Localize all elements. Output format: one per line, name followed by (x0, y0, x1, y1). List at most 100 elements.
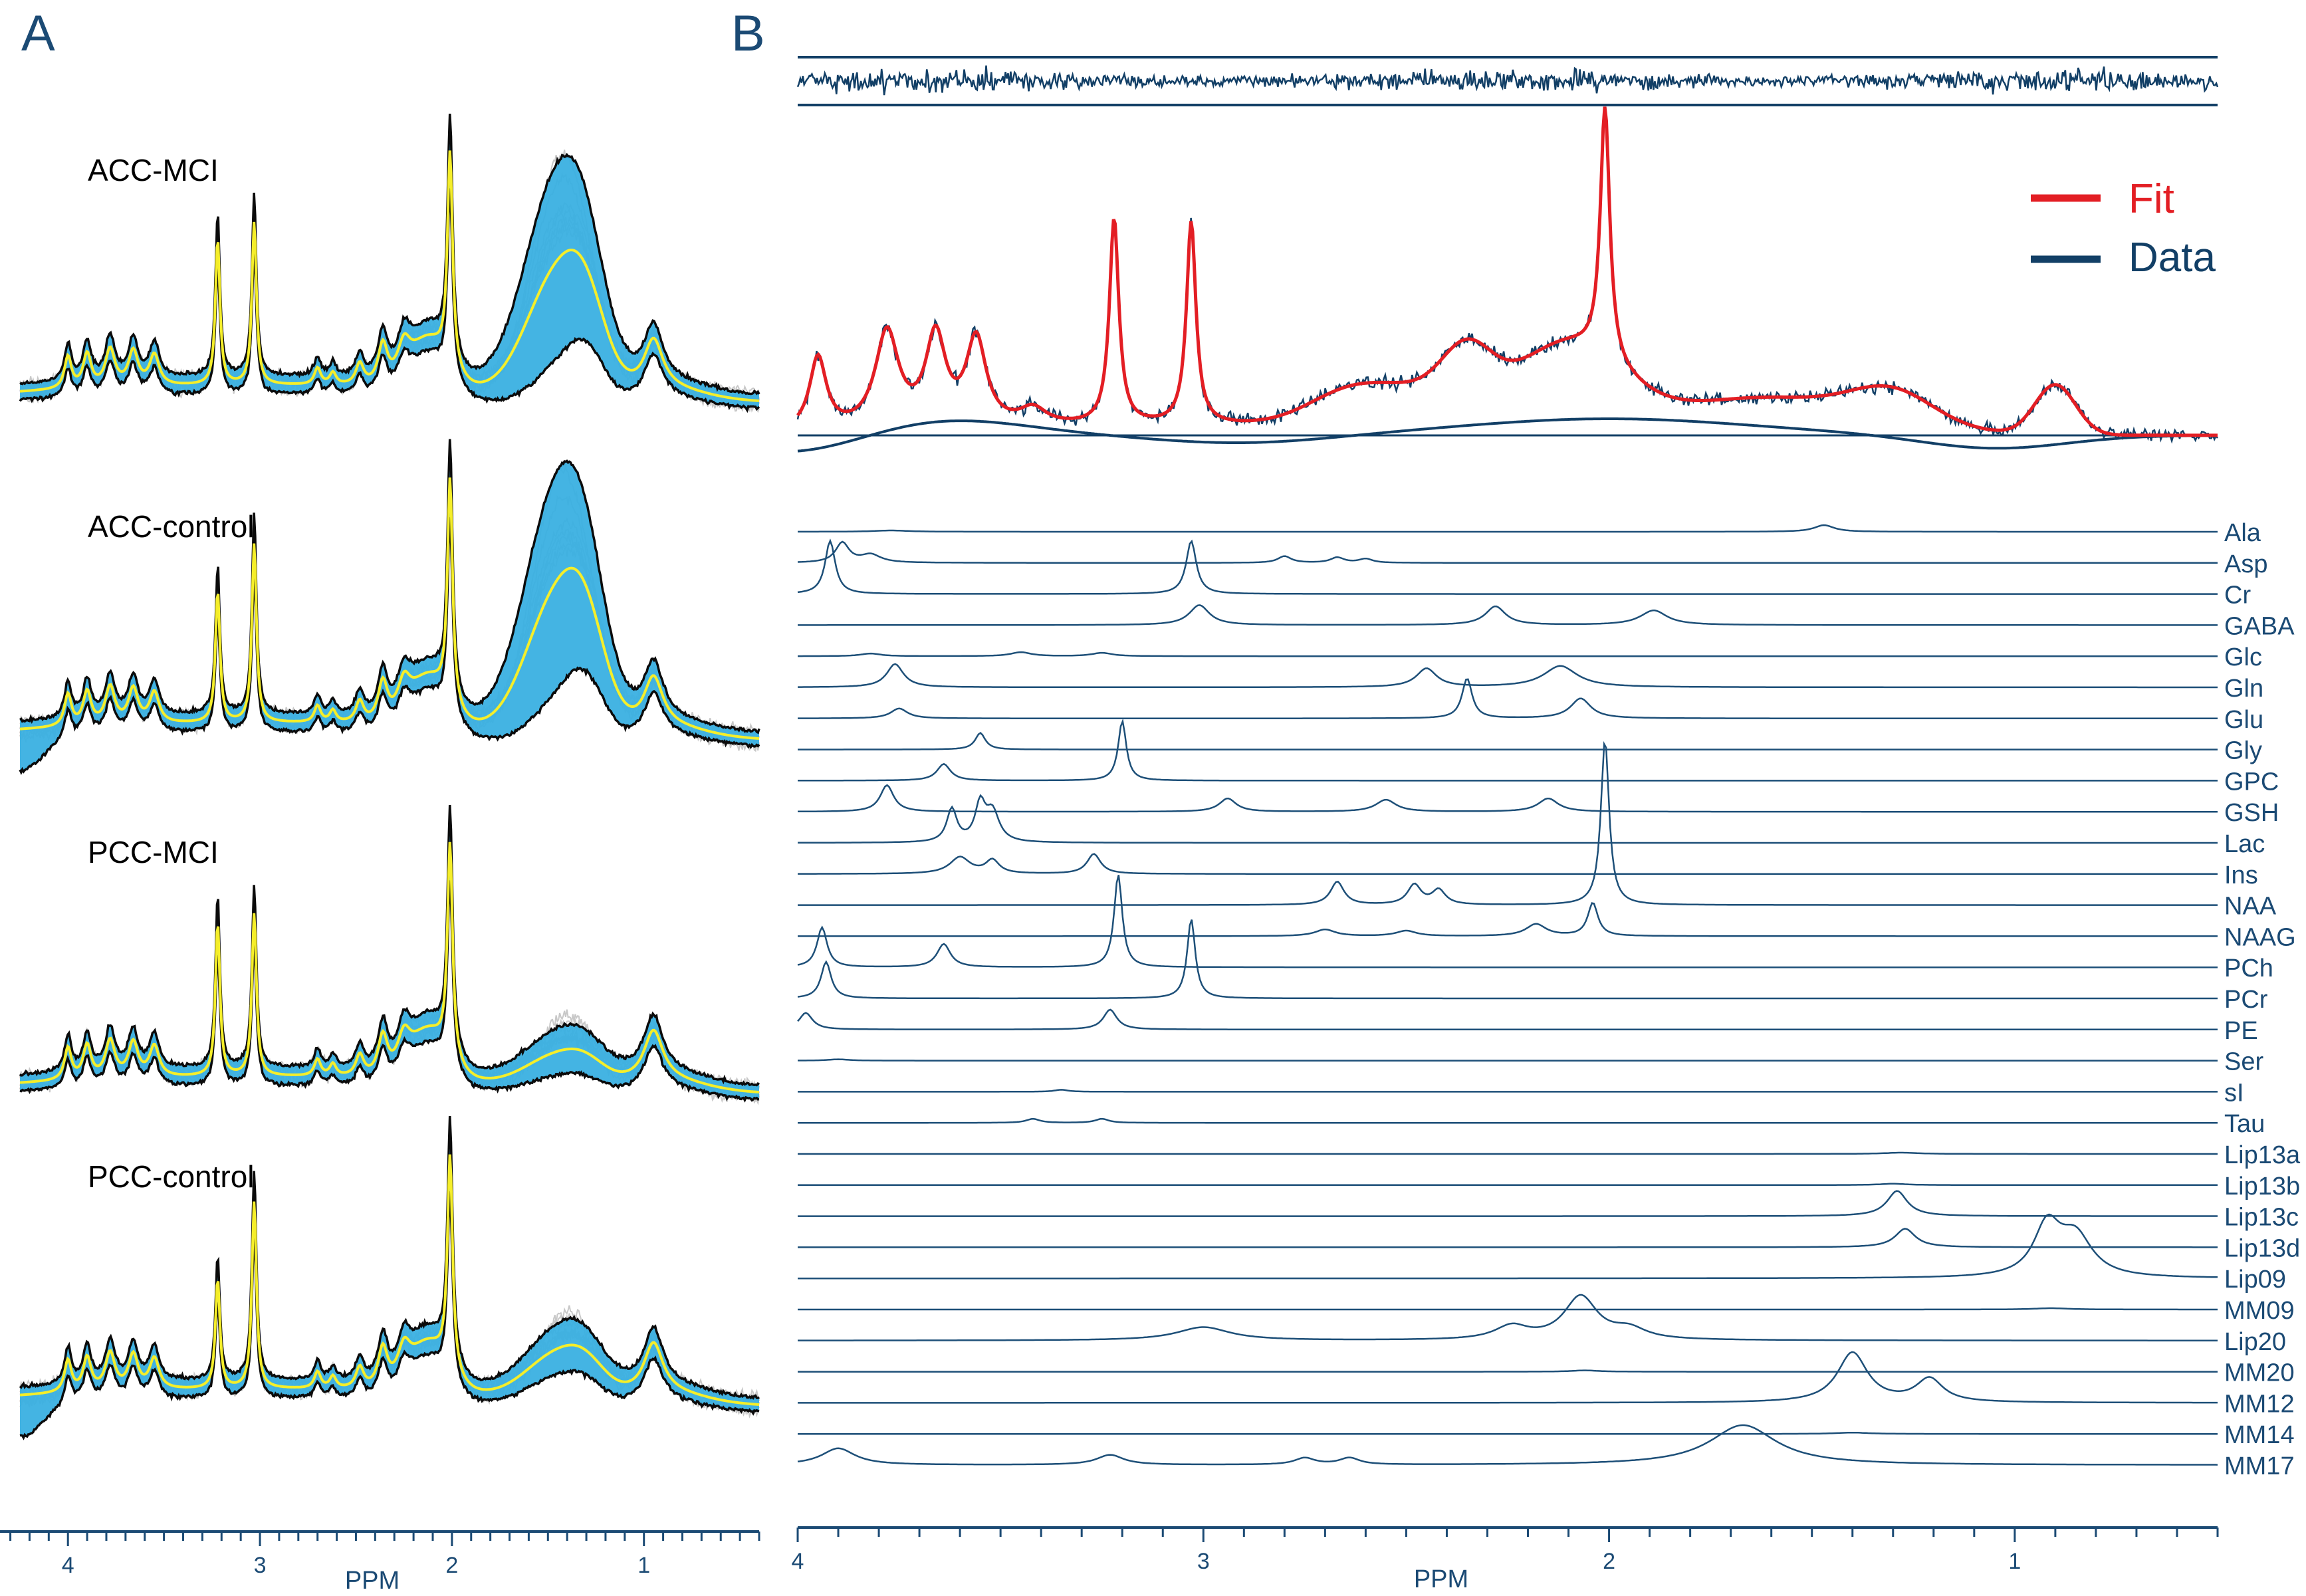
basis-label: GPC (2224, 768, 2279, 796)
mean-spectrum (19, 842, 760, 1093)
basis-line (797, 540, 2218, 564)
basis-label: Lip13d (2224, 1234, 2300, 1262)
group-label-pcc-control: PCC-control (88, 1159, 255, 1194)
basis-row: NAAG (798, 902, 2296, 951)
basis-line (798, 1117, 2218, 1124)
basis-label: MM20 (2224, 1359, 2295, 1387)
x-tick-label: 3 (254, 1553, 267, 1578)
band-upper-outline (19, 1116, 760, 1400)
basis-row: Lip13d (798, 1228, 2300, 1262)
basis-line (798, 678, 2218, 720)
basis-row: Lip13c (798, 1190, 2299, 1232)
panel-a-x-axis: 4 3 2 1 (0, 1530, 760, 1578)
basis-row: Glc (798, 643, 2262, 671)
legend-fit-label: Fit (2129, 176, 2174, 222)
basis-line (797, 874, 2218, 969)
panel-a-x-axis-title: PPM (345, 1567, 400, 1595)
basis-label: Lip13a (2224, 1141, 2301, 1169)
basis-line (798, 1431, 2218, 1435)
basis-row: Lac (798, 794, 2265, 858)
basis-row: Cr (797, 538, 2251, 610)
basis-label: Asp (2224, 550, 2267, 578)
basis-label: MM09 (2224, 1297, 2295, 1325)
basis-label: Glc (2224, 643, 2262, 671)
basis-label: Ins (2224, 861, 2258, 889)
basis-line (798, 604, 2218, 626)
basis-line (797, 919, 2218, 1000)
basis-line (798, 731, 2218, 750)
basis-line (798, 1351, 2218, 1404)
basis-label: NAAG (2224, 923, 2296, 951)
basis-label: Gly (2224, 737, 2262, 765)
x-tick-label: 3 (1197, 1549, 1210, 1574)
basis-row: PE (797, 1008, 2258, 1045)
residual-line (796, 65, 2219, 96)
basis-label: Lip13c (2224, 1204, 2299, 1232)
individual-spectrum (19, 849, 760, 1105)
basis-row: Gln (798, 663, 2263, 703)
panel-b-x-axis-title: PPM (1414, 1565, 1468, 1593)
panel-a: ACC-MCI ACC-control PCC-MCI PCC-control … (0, 114, 760, 1595)
spectrum-group (19, 114, 760, 413)
basis-line (798, 1058, 2218, 1062)
basis-line (798, 741, 2218, 906)
basis-row: Asp (797, 540, 2267, 578)
basis-row: MM09 (798, 1297, 2295, 1325)
basis-row: Gly (798, 731, 2262, 765)
fit-line (796, 106, 2218, 437)
basis-label: Ala (2224, 519, 2261, 547)
basis-line (798, 1183, 2218, 1187)
legend: Fit Data (2031, 176, 2216, 281)
residual-trace (796, 56, 2219, 106)
basis-label: NAA (2224, 893, 2277, 921)
basis-line (797, 1424, 2218, 1466)
basis-line (798, 651, 2218, 657)
basis-row: MM20 (798, 1359, 2295, 1387)
band-upper-outline (19, 114, 760, 396)
basis-line (798, 1369, 2218, 1373)
basis-line (798, 718, 2218, 782)
band-upper-outline (19, 439, 760, 735)
basis-line (798, 1228, 2218, 1248)
sd-band (20, 114, 759, 410)
basis-row: GPC (798, 718, 2279, 796)
individual-spectrum (19, 158, 760, 413)
basis-row: Ser (798, 1048, 2263, 1076)
basis-row: MM12 (798, 1351, 2295, 1418)
x-tick-label: 1 (2008, 1549, 2021, 1574)
band-lower-outline (19, 188, 760, 413)
basis-label: MM12 (2224, 1390, 2295, 1418)
basis-label: Gln (2224, 675, 2263, 703)
mean-spectrum (19, 1154, 760, 1406)
basis-row: NAA (798, 741, 2277, 921)
basis-row: MM14 (798, 1421, 2295, 1449)
basis-label: PCr (2224, 986, 2268, 1014)
basis-label: MM14 (2224, 1421, 2295, 1449)
basis-line (798, 1190, 2218, 1217)
baseline-curve (797, 417, 2218, 453)
band-lower-outline (19, 880, 760, 1103)
basis-label: Lip13b (2224, 1173, 2300, 1200)
basis-label: PE (2224, 1017, 2258, 1045)
x-tick-label: 4 (62, 1553, 74, 1578)
group-spectra (19, 114, 760, 1440)
basis-row: Lip13b (798, 1173, 2300, 1200)
basis-line (798, 1089, 2218, 1093)
basis-label: sI (2224, 1079, 2244, 1107)
basis-line (798, 524, 2218, 533)
basis-label: Lip09 (2224, 1266, 2286, 1294)
x-tick-label: 4 (792, 1549, 804, 1574)
panel-letter-a: A (21, 5, 55, 62)
basis-row: MM17 (797, 1424, 2295, 1480)
basis-line (798, 1151, 2218, 1155)
basis-row: PCr (797, 919, 2268, 1014)
basis-row: Lip13a (798, 1141, 2301, 1169)
basis-label: GSH (2224, 799, 2279, 827)
basis-line (798, 663, 2218, 689)
basis-line (798, 1294, 2218, 1341)
group-label-pcc-mci: PCC-MCI (88, 835, 219, 869)
group-label-acc-control: ACC-control (88, 509, 255, 544)
basis-row: Tau (798, 1110, 2265, 1138)
x-tick-label: 2 (1603, 1549, 1615, 1574)
